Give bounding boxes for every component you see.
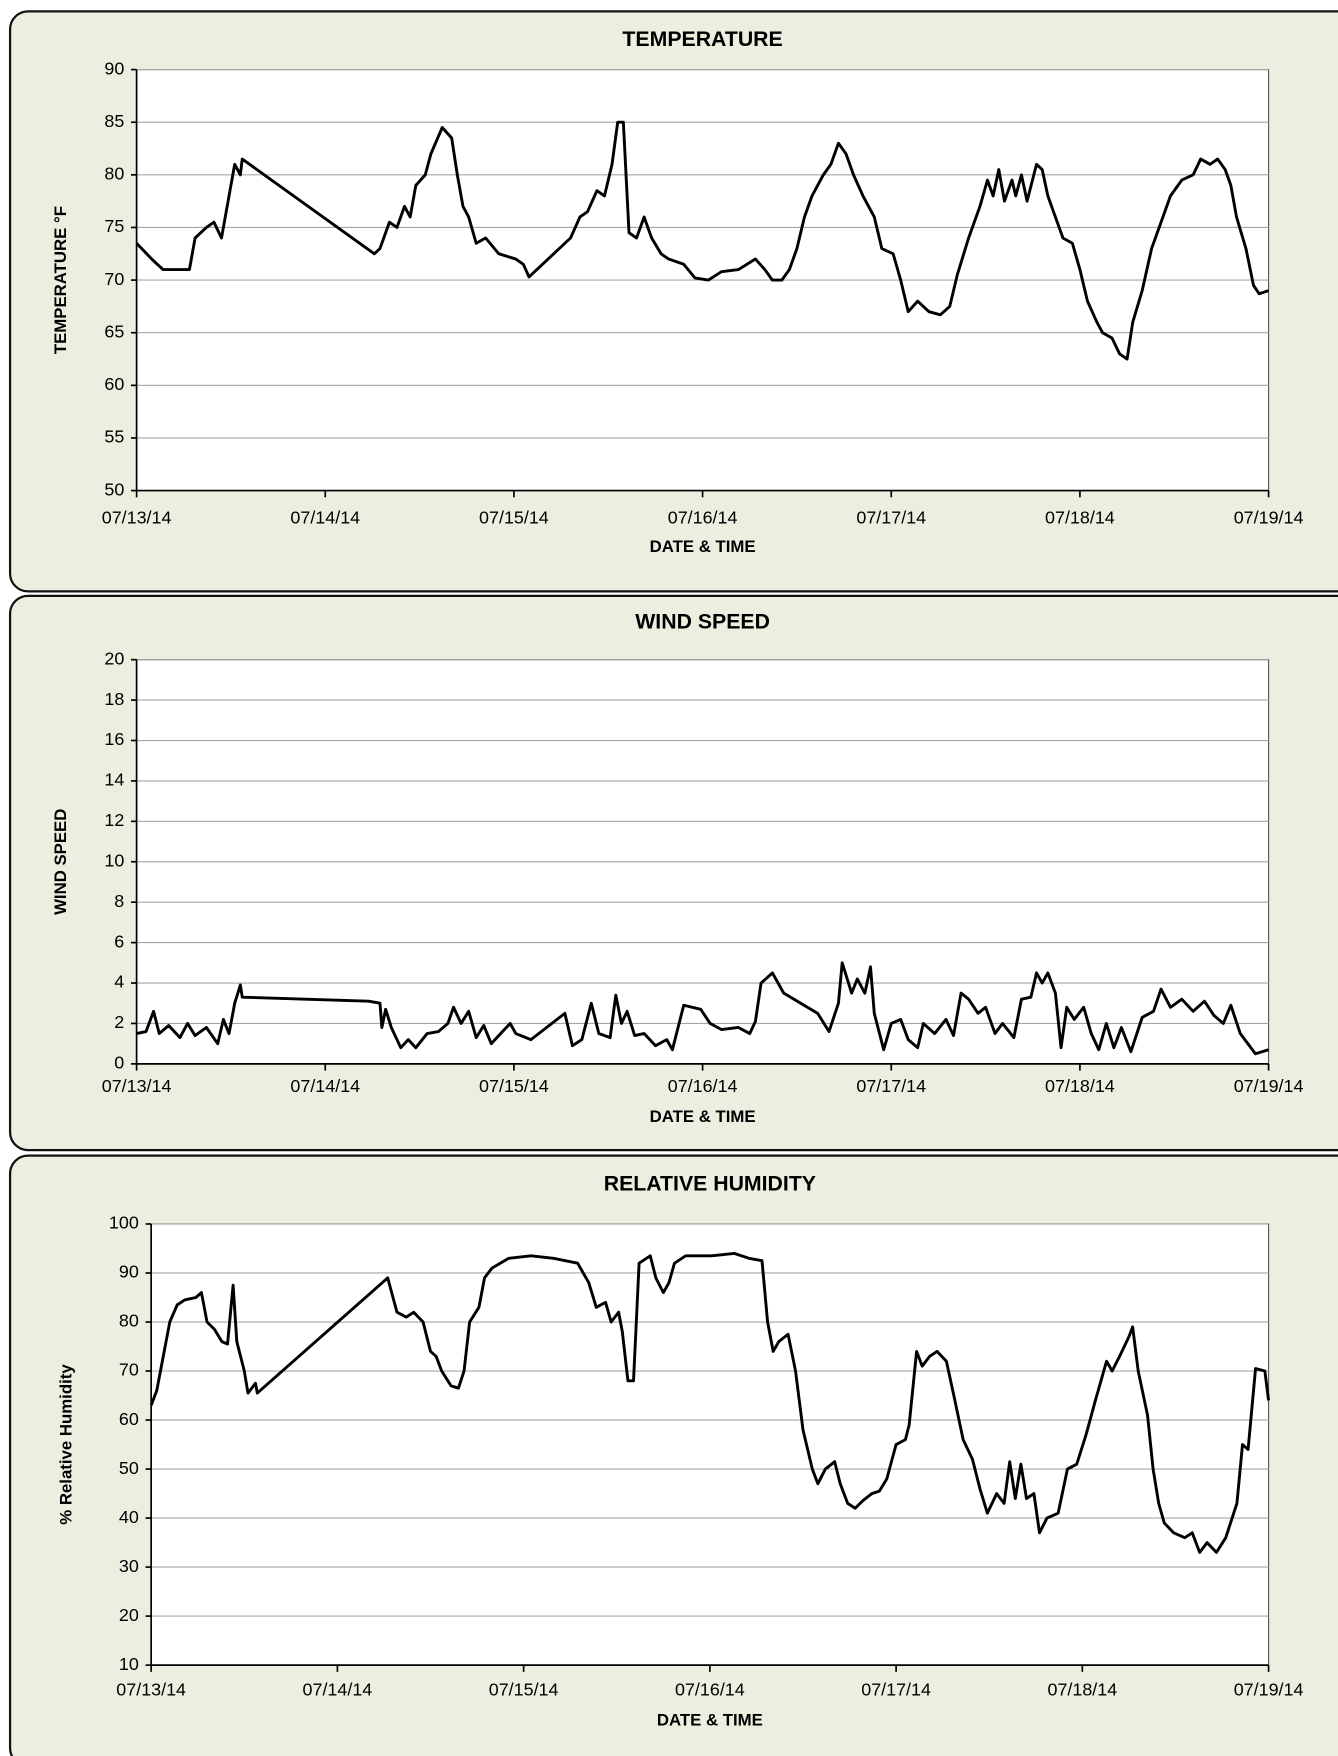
x-tick-label: 07/13/14 bbox=[102, 1076, 172, 1096]
x-axis-label: DATE & TIME bbox=[650, 537, 756, 556]
x-tick-label: 07/16/14 bbox=[675, 1680, 745, 1700]
y-tick-label: 85 bbox=[104, 111, 124, 131]
y-tick-label: 18 bbox=[104, 689, 124, 709]
y-tick-label: 8 bbox=[114, 891, 124, 911]
y-axis-label: WIND SPEED bbox=[51, 809, 70, 915]
chart-title: TEMPERATURE bbox=[622, 27, 782, 51]
y-tick-label: 70 bbox=[119, 1360, 139, 1380]
chart-title: RELATIVE HUMIDITY bbox=[604, 1171, 816, 1195]
x-tick-label: 07/17/14 bbox=[856, 507, 926, 527]
x-tick-label: 07/19/14 bbox=[1234, 1680, 1304, 1700]
y-tick-label: 75 bbox=[104, 216, 124, 236]
x-tick-label: 07/16/14 bbox=[668, 507, 738, 527]
y-axis-label: % Relative Humidity bbox=[57, 1364, 76, 1525]
y-tick-label: 12 bbox=[104, 810, 124, 830]
y-axis-label: TEMPERATURE °F bbox=[51, 206, 70, 354]
y-tick-label: 90 bbox=[104, 58, 124, 78]
x-axis-label: DATE & TIME bbox=[657, 1711, 763, 1730]
x-tick-label: 07/13/14 bbox=[116, 1680, 186, 1700]
x-tick-label: 07/14/14 bbox=[290, 1076, 360, 1096]
y-tick-label: 80 bbox=[104, 164, 124, 184]
data-line bbox=[136, 961, 1270, 1056]
x-tick-label: 07/17/14 bbox=[861, 1680, 931, 1700]
x-tick-label: 07/19/14 bbox=[1234, 1076, 1304, 1096]
x-tick-label: 07/14/14 bbox=[303, 1680, 373, 1700]
data-line bbox=[149, 1251, 1271, 1554]
x-tick-label: 07/16/14 bbox=[668, 1076, 738, 1096]
x-tick-label: 07/15/14 bbox=[479, 1076, 549, 1096]
x-tick-label: 07/14/14 bbox=[290, 507, 360, 527]
y-tick-label: 50 bbox=[119, 1458, 139, 1478]
y-tick-label: 10 bbox=[104, 850, 124, 870]
x-tick-label: 07/18/14 bbox=[1045, 507, 1115, 527]
y-tick-label: 30 bbox=[119, 1556, 139, 1576]
x-tick-label: 07/15/14 bbox=[489, 1680, 559, 1700]
y-tick-label: 0 bbox=[114, 1053, 124, 1073]
y-tick-label: 90 bbox=[119, 1262, 139, 1282]
x-tick-label: 07/15/14 bbox=[479, 507, 549, 527]
plot-area bbox=[150, 1223, 1270, 1666]
y-tick-label: 16 bbox=[104, 729, 124, 749]
y-tick-label: 65 bbox=[104, 321, 124, 341]
y-tick-label: 20 bbox=[104, 648, 124, 668]
y-tick-label: 60 bbox=[104, 374, 124, 394]
y-tick-label: 50 bbox=[104, 479, 124, 499]
x-tick-label: 07/17/14 bbox=[856, 1076, 926, 1096]
y-tick-label: 10 bbox=[119, 1654, 139, 1674]
y-tick-label: 4 bbox=[114, 972, 124, 992]
y-tick-label: 14 bbox=[104, 770, 124, 790]
y-tick-label: 55 bbox=[104, 427, 124, 447]
chart-title: WIND SPEED bbox=[635, 609, 770, 633]
x-tick-label: 07/13/14 bbox=[102, 507, 172, 527]
x-tick-label: 07/18/14 bbox=[1047, 1680, 1117, 1700]
x-tick-label: 07/18/14 bbox=[1045, 1076, 1115, 1096]
y-tick-label: 60 bbox=[119, 1409, 139, 1429]
y-tick-label: 80 bbox=[119, 1311, 139, 1331]
y-tick-label: 6 bbox=[114, 931, 124, 951]
x-tick-label: 07/19/14 bbox=[1234, 507, 1304, 527]
y-tick-label: 2 bbox=[114, 1012, 124, 1032]
y-tick-label: 70 bbox=[104, 269, 124, 289]
x-axis-label: DATE & TIME bbox=[650, 1107, 756, 1126]
y-tick-label: 100 bbox=[109, 1213, 139, 1233]
y-tick-label: 20 bbox=[119, 1605, 139, 1625]
y-tick-label: 40 bbox=[119, 1507, 139, 1527]
data-line bbox=[135, 120, 1270, 361]
